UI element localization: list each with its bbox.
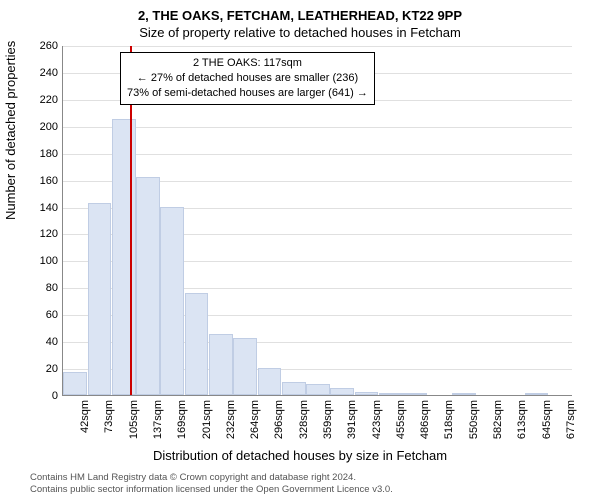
histogram-bar	[88, 203, 112, 396]
x-tick-label: 677sqm	[565, 400, 577, 439]
y-tick-label: 80	[30, 282, 58, 294]
y-tick-label: 200	[30, 121, 58, 133]
chart-title-primary: 2, THE OAKS, FETCHAM, LEATHERHEAD, KT22 …	[0, 0, 600, 23]
histogram-bar	[306, 384, 330, 395]
x-tick-label: 391sqm	[346, 400, 358, 439]
x-tick-label: 169sqm	[176, 400, 188, 439]
footnote-line-2: Contains public sector information licen…	[30, 484, 393, 496]
histogram-bar	[63, 372, 87, 395]
y-tick-label: 100	[30, 255, 58, 267]
histogram-bar	[209, 334, 233, 395]
gridline	[63, 46, 572, 47]
gridline	[63, 127, 572, 128]
x-tick-label: 73sqm	[103, 400, 115, 433]
histogram-bar	[379, 393, 403, 395]
x-tick-label: 201sqm	[201, 400, 213, 439]
annotation-line-2: ← 27% of detached houses are smaller (23…	[127, 71, 368, 86]
x-tick-label: 42sqm	[79, 400, 91, 433]
x-tick-label: 613sqm	[516, 400, 528, 439]
y-axis-label: Number of detached properties	[3, 41, 18, 220]
gridline	[63, 154, 572, 155]
y-tick-label: 260	[30, 40, 58, 52]
histogram-bar	[185, 293, 209, 395]
y-tick-label: 160	[30, 175, 58, 187]
histogram-bar	[136, 177, 160, 395]
histogram-bar	[330, 388, 354, 395]
histogram-bar	[258, 368, 282, 395]
chart-plot-area: 02040608010012014016018020022024026042sq…	[62, 46, 572, 396]
x-tick-label: 645sqm	[541, 400, 553, 439]
histogram-bar	[452, 393, 476, 395]
annotation-line-1: 2 THE OAKS: 117sqm	[127, 56, 368, 71]
y-tick-label: 180	[30, 148, 58, 160]
y-tick-label: 240	[30, 67, 58, 79]
x-tick-label: 328sqm	[298, 400, 310, 439]
x-tick-label: 550sqm	[468, 400, 480, 439]
footnotes: Contains HM Land Registry data © Crown c…	[30, 472, 393, 496]
histogram-bar	[403, 393, 427, 395]
histogram-bar	[160, 207, 184, 395]
y-tick-label: 220	[30, 94, 58, 106]
x-tick-label: 582sqm	[492, 400, 504, 439]
x-tick-label: 518sqm	[443, 400, 455, 439]
y-tick-label: 0	[30, 390, 58, 402]
annotation-line-3: 73% of semi-detached houses are larger (…	[127, 86, 368, 101]
x-tick-label: 105sqm	[128, 400, 140, 439]
x-tick-label: 455sqm	[395, 400, 407, 439]
x-tick-label: 264sqm	[249, 400, 261, 439]
x-tick-label: 137sqm	[152, 400, 164, 439]
y-tick-label: 140	[30, 202, 58, 214]
histogram-bar	[282, 382, 306, 395]
footnote-line-1: Contains HM Land Registry data © Crown c…	[30, 472, 393, 484]
x-tick-label: 423sqm	[371, 400, 383, 439]
x-tick-label: 486sqm	[419, 400, 431, 439]
annotation-box: 2 THE OAKS: 117sqm ← 27% of detached hou…	[120, 52, 375, 105]
x-tick-label: 359sqm	[322, 400, 334, 439]
y-tick-label: 40	[30, 336, 58, 348]
histogram-bar	[233, 338, 257, 395]
histogram-bar	[525, 393, 549, 395]
y-tick-label: 20	[30, 363, 58, 375]
x-axis-label: Distribution of detached houses by size …	[0, 448, 600, 463]
y-tick-label: 60	[30, 309, 58, 321]
histogram-bar	[355, 392, 379, 395]
chart-title-secondary: Size of property relative to detached ho…	[0, 23, 600, 40]
y-tick-label: 120	[30, 228, 58, 240]
x-tick-label: 296sqm	[273, 400, 285, 439]
x-tick-label: 232sqm	[225, 400, 237, 439]
